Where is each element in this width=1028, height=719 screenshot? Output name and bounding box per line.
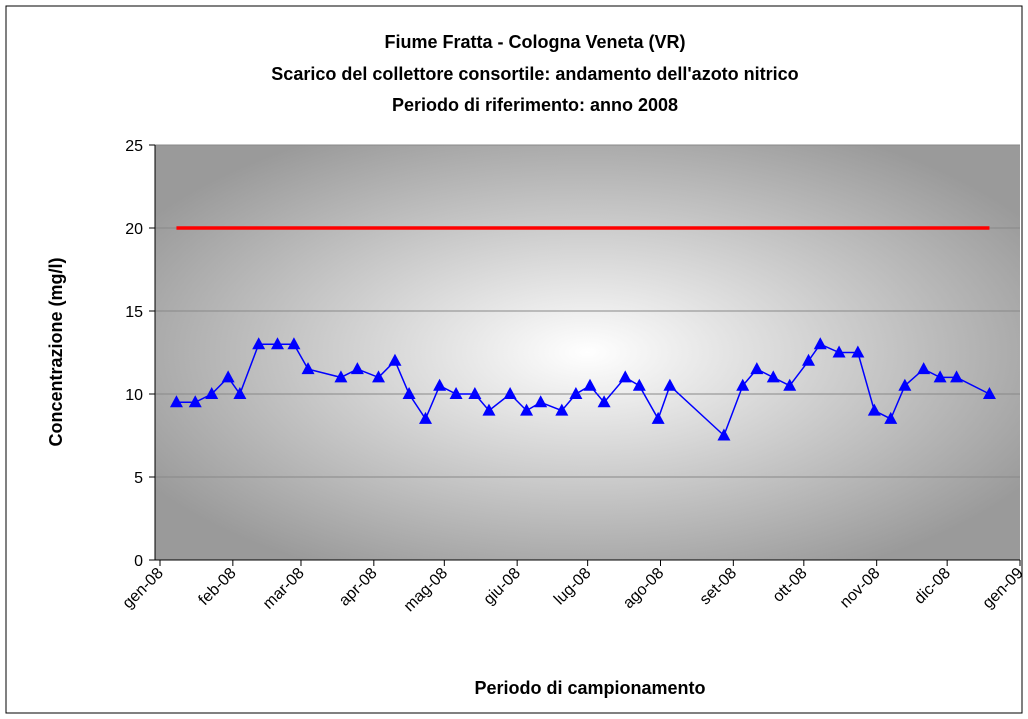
data-point [419,411,433,424]
data-point [917,362,931,375]
data-point [851,345,865,358]
data-point [287,337,301,350]
y-tick-label: 20 [125,221,143,238]
data-point [482,403,496,416]
data-point [736,378,750,391]
data-point [534,395,548,408]
data-point [832,345,846,358]
data-point [583,378,597,391]
data-point [301,362,315,375]
data-point [802,353,816,366]
data-point [449,387,463,399]
data-point [233,387,247,399]
data-point [813,337,827,350]
data-point [867,403,881,416]
data-point [618,370,632,383]
data-point [388,353,402,366]
data-point [520,403,534,416]
data-point [270,337,284,350]
data-point [651,411,665,424]
title-line: Scarico del collettore consortile: andam… [271,64,798,84]
data-point [982,387,996,399]
data-point [169,395,183,408]
y-tick-label: 0 [134,553,143,570]
data-point [372,370,386,383]
data-point [221,370,235,383]
data-point [597,395,611,408]
data-point [402,387,416,399]
data-point [569,387,583,399]
data-point [663,378,677,391]
data-point [252,337,266,350]
data-point [188,395,202,408]
y-tick-label: 15 [125,304,143,321]
data-point [766,370,780,383]
data-point [750,362,764,375]
data-point [717,428,731,441]
data-point [205,387,219,399]
data-point [555,403,569,416]
title-line: Fiume Fratta - Cologna Veneta (VR) [384,32,685,52]
data-point [632,378,646,391]
data-point [783,378,797,391]
plot-area [155,145,1020,560]
data-point [334,370,348,383]
data-point [350,362,364,375]
data-point [468,387,482,399]
data-point [950,370,964,383]
data-point [884,411,898,424]
y-axis-label: Concentrazione (mg/l) [46,257,66,446]
data-point [933,370,947,383]
y-tick-label: 10 [125,387,143,404]
data-point [503,387,517,399]
x-axis-label: Periodo di campionamento [474,678,705,698]
series-line [176,343,990,437]
data-point [433,378,447,391]
data-point [898,378,912,391]
y-tick-label: 25 [125,138,143,155]
title-line: Periodo di riferimento: anno 2008 [392,95,678,115]
y-tick-label: 5 [134,470,143,487]
